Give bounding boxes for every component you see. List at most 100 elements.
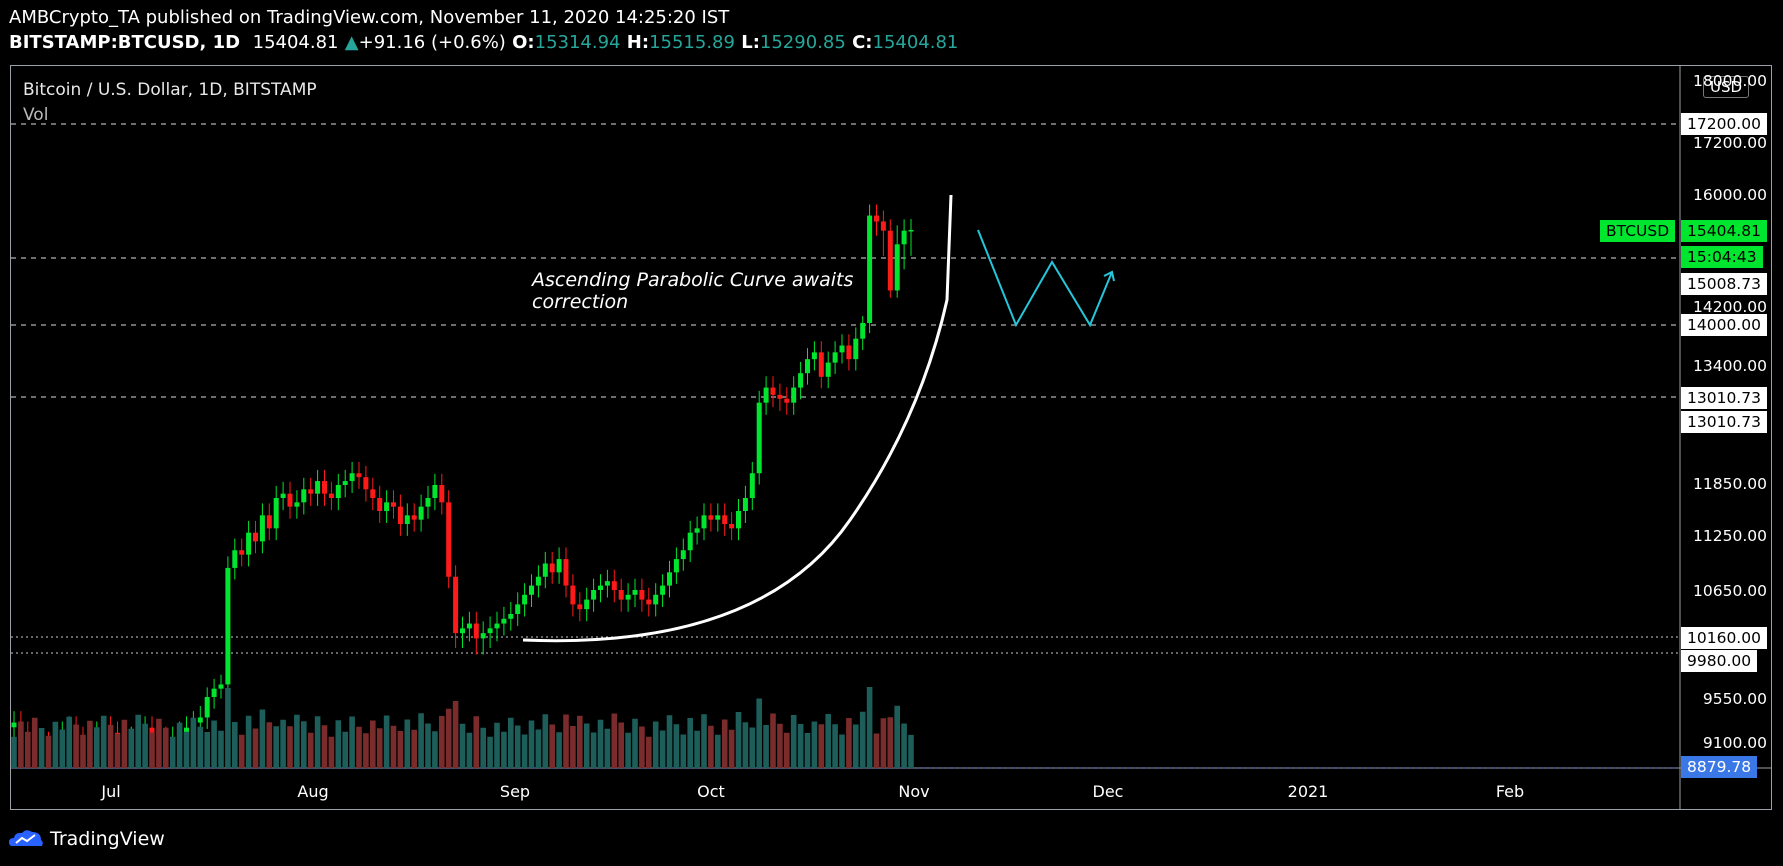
volume-bar <box>287 726 293 768</box>
volume-bar <box>342 731 348 768</box>
candle-body <box>363 477 369 490</box>
candle-body <box>549 563 555 573</box>
volume-bar <box>756 698 762 768</box>
volume-bar <box>18 721 24 768</box>
candle-body <box>694 528 700 533</box>
symbol-name: BITSTAMP:BTCUSD, 1D <box>9 32 241 53</box>
cloud-logo-icon <box>9 830 43 846</box>
open-value: 15314.94 <box>534 32 621 53</box>
volume-bar <box>894 705 900 768</box>
candle-body <box>846 345 852 360</box>
symbol-tag: BTCUSD <box>1600 220 1676 242</box>
candle-body <box>232 550 238 568</box>
candle-body <box>349 473 355 482</box>
volume-bar <box>25 731 31 768</box>
volume-bar <box>149 732 155 768</box>
volume-bar <box>459 723 466 768</box>
volume-bar <box>887 717 894 768</box>
volume-bar <box>59 729 66 768</box>
candle-body <box>487 628 493 634</box>
volume-bar <box>238 734 245 768</box>
volume-bar <box>632 718 638 768</box>
candle-body <box>480 633 486 639</box>
volume-bar <box>225 688 231 768</box>
projection-path <box>977 229 1113 328</box>
level-price-box: 13010.73 <box>1681 387 1767 409</box>
volume-bar <box>135 714 141 768</box>
volume-bar <box>163 727 169 768</box>
volume-label: Vol <box>23 105 49 125</box>
candle-body <box>266 515 272 529</box>
volume-bar <box>618 722 624 768</box>
candle-body <box>391 502 396 507</box>
price-tick-label: 11250.00 <box>1693 527 1767 545</box>
candle-body <box>515 604 521 614</box>
volume-bar <box>590 732 597 768</box>
volume-bar <box>100 715 107 768</box>
volume-bar <box>666 715 673 768</box>
volume-bar <box>45 735 52 768</box>
candle-body <box>273 498 279 529</box>
candle-body <box>660 585 666 595</box>
volume-bar <box>480 727 486 768</box>
chart-frame[interactable] <box>10 65 1772 810</box>
volume-bar <box>680 734 687 768</box>
volume-bar <box>577 715 583 768</box>
level-price-box: 14000.00 <box>1681 314 1767 336</box>
time-tick-label: Jul <box>101 782 121 801</box>
volume-bar <box>901 723 907 768</box>
volume-bar <box>818 724 825 768</box>
candle-body <box>535 576 541 586</box>
currency-button[interactable]: USD <box>1703 76 1750 98</box>
volume-bar <box>673 724 680 768</box>
volume-bar <box>356 726 362 768</box>
candle-body <box>577 604 583 610</box>
candle-body <box>742 498 748 511</box>
volume-bar <box>183 731 190 768</box>
publish-info: AMBCrypto_TA published on TradingView.co… <box>9 7 730 28</box>
candle-body <box>529 585 534 595</box>
candle-body <box>736 511 741 529</box>
volume-bar <box>204 732 210 768</box>
candle-body <box>701 515 707 529</box>
candle-body <box>756 402 762 474</box>
volume-bar <box>701 714 707 768</box>
volume-bar <box>687 718 693 768</box>
annotation-line-2: correction <box>532 291 629 313</box>
volume-bar <box>245 715 252 768</box>
price-change: +91.16 (+0.6%) <box>358 32 506 53</box>
volume-bar <box>314 716 321 768</box>
volume-bar <box>218 730 224 768</box>
candle-body <box>770 387 776 395</box>
candle-body <box>446 502 452 577</box>
candle-body <box>784 398 790 403</box>
close-label: C: <box>852 32 873 53</box>
volume-bar <box>763 725 769 768</box>
time-tick-label: Sep <box>499 782 531 801</box>
volume-bar <box>383 715 390 768</box>
candle-body <box>384 502 390 511</box>
volume-bar <box>73 724 79 768</box>
volume-bar <box>611 713 618 768</box>
close-value: 15404.81 <box>872 32 959 53</box>
candle-body <box>811 352 817 360</box>
volume-bar <box>363 733 369 768</box>
candle-body <box>425 498 431 507</box>
volume-bar <box>556 732 562 768</box>
volume-bar <box>839 734 845 768</box>
candle-body <box>722 515 728 524</box>
volume-bar <box>777 723 783 768</box>
level-price-box: 9980.00 <box>1681 650 1758 672</box>
annotation-line-1: Ascending Parabolic Curve awaits <box>532 269 854 291</box>
volume-bar <box>521 734 528 768</box>
time-tick-label: Oct <box>697 782 725 801</box>
tradingview-logo[interactable]: TradingView <box>8 828 165 850</box>
volume-bar <box>790 715 797 768</box>
candle-body <box>308 489 314 494</box>
volume-bar <box>487 736 493 768</box>
candle-body <box>246 532 252 555</box>
volume-bar <box>708 725 714 768</box>
volume-bar <box>473 716 480 768</box>
candle-body <box>149 727 155 733</box>
